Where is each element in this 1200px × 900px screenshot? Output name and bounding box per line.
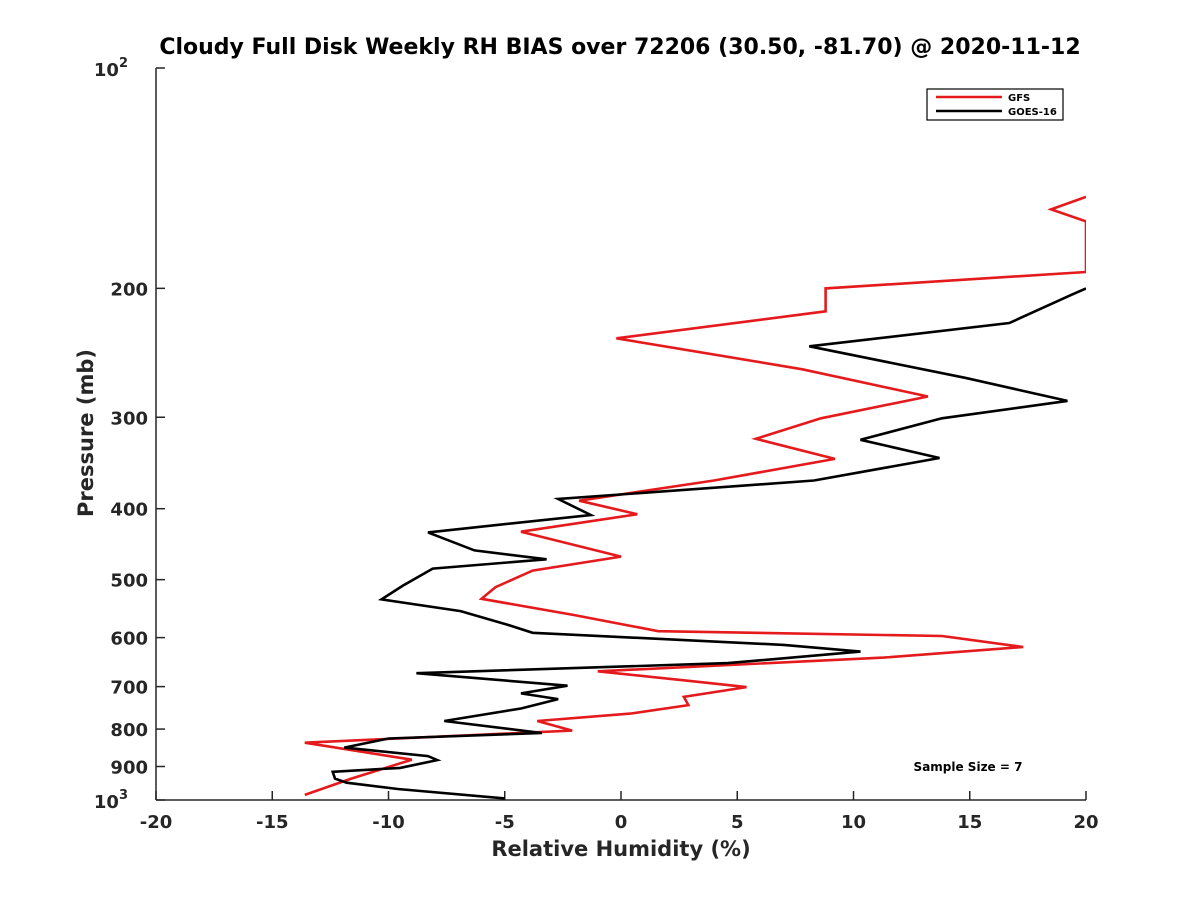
legend-label-goes16: GOES-16 <box>1008 107 1057 118</box>
y-tick-label: 300 <box>110 408 148 429</box>
y-tick-bottom: 103 <box>94 788 128 813</box>
x-tick-label: -10 <box>372 812 405 833</box>
y-tick-label: 700 <box>110 678 148 699</box>
plot-area <box>155 68 1086 801</box>
y-tick-top: 102 <box>94 56 128 81</box>
y-axis-label: Pressure (mb) <box>74 349 98 517</box>
series-lines <box>304 195 1086 800</box>
series-line-goes-16 <box>330 287 1086 800</box>
x-tick-label: -15 <box>256 812 289 833</box>
y-tick-label: 800 <box>110 720 148 741</box>
x-tick-label: 5 <box>731 812 744 833</box>
x-tick-label: 10 <box>841 812 866 833</box>
y-tick-label: 600 <box>110 629 148 650</box>
y-axis-ticks: 200 300 400 500 600 700 800 900 <box>110 67 165 801</box>
legend: GFS GOES-16 <box>926 88 1064 121</box>
x-axis-label: Relative Humidity (%) <box>491 837 750 861</box>
y-tick-label: 400 <box>110 500 148 521</box>
chart-title: Cloudy Full Disk Weekly RH BIAS over 722… <box>159 35 1080 60</box>
x-tick-label: -5 <box>495 812 515 833</box>
x-tick-label: 20 <box>1073 812 1098 833</box>
x-axis-ticks: -20 -15 -10 -5 0 5 10 15 20 <box>140 791 1099 833</box>
sample-size-annotation: Sample Size = 7 <box>914 760 1023 774</box>
x-tick-label: 15 <box>957 812 982 833</box>
y-tick-label: 500 <box>110 571 148 592</box>
x-tick-label: 0 <box>615 812 628 833</box>
x-tick-label: -20 <box>140 812 173 833</box>
y-tick-label: 200 <box>110 279 148 300</box>
legend-box <box>926 88 1064 121</box>
legend-label-gfs: GFS <box>1008 93 1030 104</box>
y-tick-label: 900 <box>110 758 148 779</box>
series-line-gfs <box>304 195 1086 797</box>
